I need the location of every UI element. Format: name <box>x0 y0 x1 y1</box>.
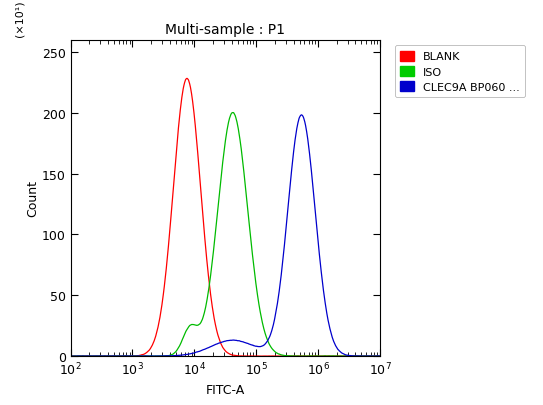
BLANK <box>121 354 128 358</box>
CLEC9A BP060 ... <box>377 354 383 358</box>
Text: (×10¹): (×10¹) <box>15 1 25 37</box>
ISO <box>230 111 236 116</box>
CLEC9A BP060 ... <box>121 354 128 359</box>
ISO <box>121 354 128 359</box>
Title: Multi-sample : P1: Multi-sample : P1 <box>166 23 285 36</box>
Line: BLANK: BLANK <box>71 79 380 356</box>
BLANK <box>186 81 193 86</box>
CLEC9A BP060 ... <box>338 350 344 355</box>
CLEC9A BP060 ... <box>103 354 109 358</box>
Line: CLEC9A BP060 ...: CLEC9A BP060 ... <box>71 115 380 356</box>
CLEC9A BP060 ... <box>186 352 193 356</box>
ISO <box>371 354 377 359</box>
BLANK <box>103 354 109 359</box>
BLANK <box>67 354 74 358</box>
BLANK <box>338 354 344 358</box>
BLANK <box>184 77 191 82</box>
ISO <box>186 324 193 328</box>
ISO <box>377 354 383 359</box>
ISO <box>199 316 206 321</box>
Line: ISO: ISO <box>71 113 380 356</box>
CLEC9A BP060 ... <box>199 347 206 352</box>
X-axis label: FITC-A: FITC-A <box>206 384 245 396</box>
BLANK <box>377 354 383 359</box>
BLANK <box>100 354 106 359</box>
BLANK <box>371 354 377 358</box>
CLEC9A BP060 ... <box>67 354 74 358</box>
ISO <box>67 354 74 358</box>
BLANK <box>200 214 206 219</box>
CLEC9A BP060 ... <box>298 113 305 118</box>
ISO <box>103 354 109 359</box>
Y-axis label: Count: Count <box>26 180 39 217</box>
CLEC9A BP060 ... <box>365 354 372 359</box>
ISO <box>338 354 344 358</box>
Legend: BLANK, ISO, CLEC9A BP060 ...: BLANK, ISO, CLEC9A BP060 ... <box>395 46 525 98</box>
ISO <box>367 354 374 359</box>
CLEC9A BP060 ... <box>371 354 377 358</box>
